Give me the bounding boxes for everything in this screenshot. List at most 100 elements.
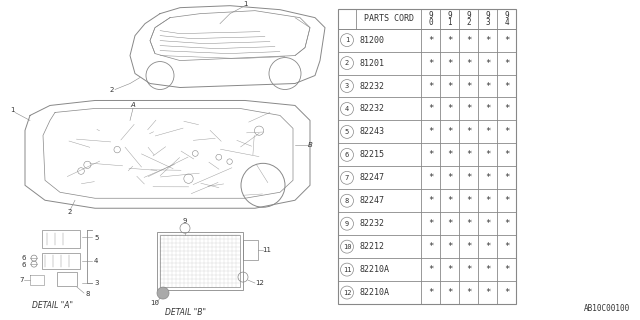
- Text: 3: 3: [485, 18, 490, 27]
- Text: 9: 9: [466, 11, 471, 20]
- Text: *: *: [428, 150, 433, 159]
- Bar: [160, 235, 240, 287]
- Text: *: *: [447, 127, 452, 136]
- Text: 9: 9: [504, 11, 509, 20]
- Bar: [243, 240, 258, 260]
- Text: *: *: [485, 242, 490, 251]
- Text: *: *: [428, 36, 433, 44]
- Text: 10: 10: [150, 300, 159, 306]
- Text: *: *: [485, 150, 490, 159]
- Text: 2: 2: [110, 87, 114, 93]
- Text: 7: 7: [20, 277, 24, 283]
- Text: 82212: 82212: [359, 242, 384, 251]
- Text: *: *: [504, 242, 509, 251]
- Text: *: *: [428, 104, 433, 114]
- Text: 1: 1: [447, 18, 452, 27]
- Text: *: *: [428, 59, 433, 68]
- Text: 82210A: 82210A: [359, 288, 389, 297]
- Text: 9: 9: [447, 11, 452, 20]
- Text: *: *: [428, 288, 433, 297]
- Text: *: *: [466, 82, 471, 91]
- Text: *: *: [447, 265, 452, 274]
- Text: 5: 5: [345, 129, 349, 135]
- Text: 4: 4: [345, 106, 349, 112]
- Bar: [42, 253, 80, 269]
- Text: *: *: [447, 104, 452, 114]
- Text: *: *: [485, 219, 490, 228]
- Text: *: *: [466, 59, 471, 68]
- Text: *: *: [504, 219, 509, 228]
- Text: *: *: [504, 36, 509, 44]
- Text: 1: 1: [345, 37, 349, 43]
- Bar: [338, 9, 516, 304]
- Text: 5: 5: [94, 235, 99, 241]
- Text: AB10C00100: AB10C00100: [584, 304, 630, 313]
- Text: 9: 9: [428, 11, 433, 20]
- Text: 8: 8: [86, 291, 90, 297]
- Text: *: *: [428, 127, 433, 136]
- Text: *: *: [447, 219, 452, 228]
- Text: 82243: 82243: [359, 127, 384, 136]
- Text: A: A: [131, 102, 136, 108]
- Text: *: *: [504, 59, 509, 68]
- Text: *: *: [466, 196, 471, 205]
- Text: *: *: [504, 173, 509, 182]
- Text: 8: 8: [345, 198, 349, 204]
- Text: 6: 6: [345, 152, 349, 158]
- Text: *: *: [466, 104, 471, 114]
- Bar: [157, 232, 243, 290]
- Text: *: *: [428, 82, 433, 91]
- Text: *: *: [466, 150, 471, 159]
- Text: *: *: [466, 173, 471, 182]
- Text: *: *: [428, 173, 433, 182]
- Text: 82247: 82247: [359, 196, 384, 205]
- Text: *: *: [485, 196, 490, 205]
- Text: *: *: [466, 219, 471, 228]
- Text: *: *: [447, 196, 452, 205]
- Text: 82210A: 82210A: [359, 265, 389, 274]
- Text: *: *: [485, 36, 490, 44]
- Text: *: *: [485, 59, 490, 68]
- Text: *: *: [428, 196, 433, 205]
- Text: 6: 6: [22, 255, 26, 261]
- Text: *: *: [447, 59, 452, 68]
- Text: *: *: [504, 127, 509, 136]
- Text: *: *: [466, 242, 471, 251]
- Text: *: *: [428, 242, 433, 251]
- Text: 11: 11: [343, 267, 351, 273]
- Text: 11: 11: [262, 247, 271, 253]
- Text: 2: 2: [345, 60, 349, 66]
- Text: 3: 3: [345, 83, 349, 89]
- Text: *: *: [485, 104, 490, 114]
- Text: *: *: [466, 36, 471, 44]
- Text: 2: 2: [466, 18, 471, 27]
- Text: *: *: [447, 82, 452, 91]
- Text: *: *: [466, 265, 471, 274]
- Text: *: *: [504, 265, 509, 274]
- Text: *: *: [466, 127, 471, 136]
- Text: 4: 4: [504, 18, 509, 27]
- Text: *: *: [504, 104, 509, 114]
- Text: 82232: 82232: [359, 104, 384, 114]
- Text: *: *: [447, 173, 452, 182]
- Text: 82247: 82247: [359, 173, 384, 182]
- Text: 2: 2: [68, 209, 72, 215]
- Text: B: B: [308, 142, 312, 148]
- Text: 1: 1: [243, 1, 247, 7]
- Text: *: *: [504, 150, 509, 159]
- Text: 7: 7: [345, 175, 349, 181]
- Text: *: *: [504, 82, 509, 91]
- Text: 82215: 82215: [359, 150, 384, 159]
- Text: *: *: [466, 288, 471, 297]
- Bar: [57, 272, 77, 286]
- Text: 4: 4: [94, 258, 99, 264]
- Bar: [42, 230, 80, 248]
- Text: 9: 9: [183, 218, 188, 224]
- Text: *: *: [485, 265, 490, 274]
- Text: *: *: [447, 36, 452, 44]
- Text: *: *: [485, 82, 490, 91]
- Text: 81200: 81200: [359, 36, 384, 44]
- Text: 10: 10: [343, 244, 351, 250]
- Text: *: *: [447, 150, 452, 159]
- Text: *: *: [485, 288, 490, 297]
